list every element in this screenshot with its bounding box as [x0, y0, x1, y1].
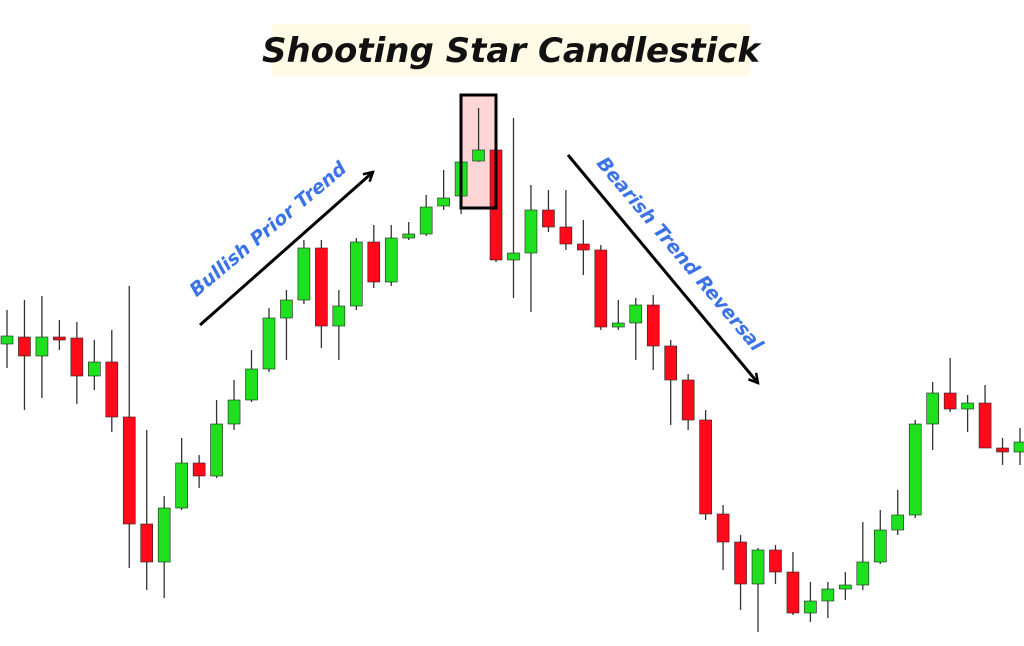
candle-body: [53, 336, 66, 341]
candle-body: [751, 549, 765, 585]
candle-body: [262, 317, 276, 370]
candle-body: [1013, 441, 1024, 453]
candle-body: [646, 304, 660, 347]
candle-body: [507, 252, 520, 261]
candle-body: [908, 423, 922, 516]
candle-body: [856, 561, 870, 586]
candle-body: [175, 462, 188, 509]
candle-body: [891, 514, 905, 531]
title-background: [272, 24, 750, 76]
candle-body: [0, 335, 14, 345]
candle-body: [419, 206, 433, 235]
candle-body: [332, 305, 346, 327]
candle-body: [681, 379, 695, 421]
candle-body: [315, 247, 328, 327]
candle-body: [70, 337, 84, 377]
candle-body: [769, 549, 782, 573]
candle-body: [350, 241, 363, 307]
candle-body: [140, 523, 154, 563]
candle-body: [577, 243, 590, 251]
bullish-arrow: [199, 172, 373, 327]
candle-body: [664, 345, 677, 381]
candle-body: [367, 241, 381, 283]
candle-body: [873, 529, 887, 563]
candle-body: [961, 402, 974, 410]
candle-body: [524, 209, 538, 254]
candle-body: [559, 226, 573, 245]
candle-body: [227, 399, 241, 425]
candle-body: [786, 571, 800, 614]
candle-body: [210, 423, 223, 477]
candle-body: [105, 361, 119, 418]
candle-body: [192, 462, 206, 477]
candle-body: [699, 419, 712, 515]
candle-body: [804, 600, 817, 614]
candle-body: [542, 209, 555, 228]
candle-body: [734, 541, 747, 585]
candle-body: [437, 197, 450, 207]
candle-body: [996, 447, 1009, 453]
candle-body: [821, 588, 835, 602]
candle-body: [122, 416, 136, 525]
candle-body: [35, 336, 49, 357]
highlight-box: [459, 93, 498, 210]
candle-body: [384, 237, 398, 283]
candles: [0, 108, 1024, 632]
candle-body: [839, 584, 852, 590]
candle-body: [629, 304, 643, 324]
candle-body: [157, 507, 171, 563]
candle-body: [18, 336, 31, 357]
candle-body: [594, 249, 608, 328]
candle-body: [611, 322, 625, 328]
candle-body: [402, 233, 416, 239]
candle-body: [943, 392, 957, 410]
candle-body: [472, 149, 485, 162]
candle-body: [978, 402, 992, 449]
candle-body: [245, 368, 258, 401]
candle-body: [88, 361, 101, 377]
candle-body: [716, 513, 730, 543]
candle-body: [926, 392, 939, 425]
chart-title: Shooting Star Candlestick: [262, 31, 762, 71]
candle-body: [280, 299, 293, 319]
bearish-arrow: [566, 154, 758, 383]
candle-body: [297, 247, 311, 301]
